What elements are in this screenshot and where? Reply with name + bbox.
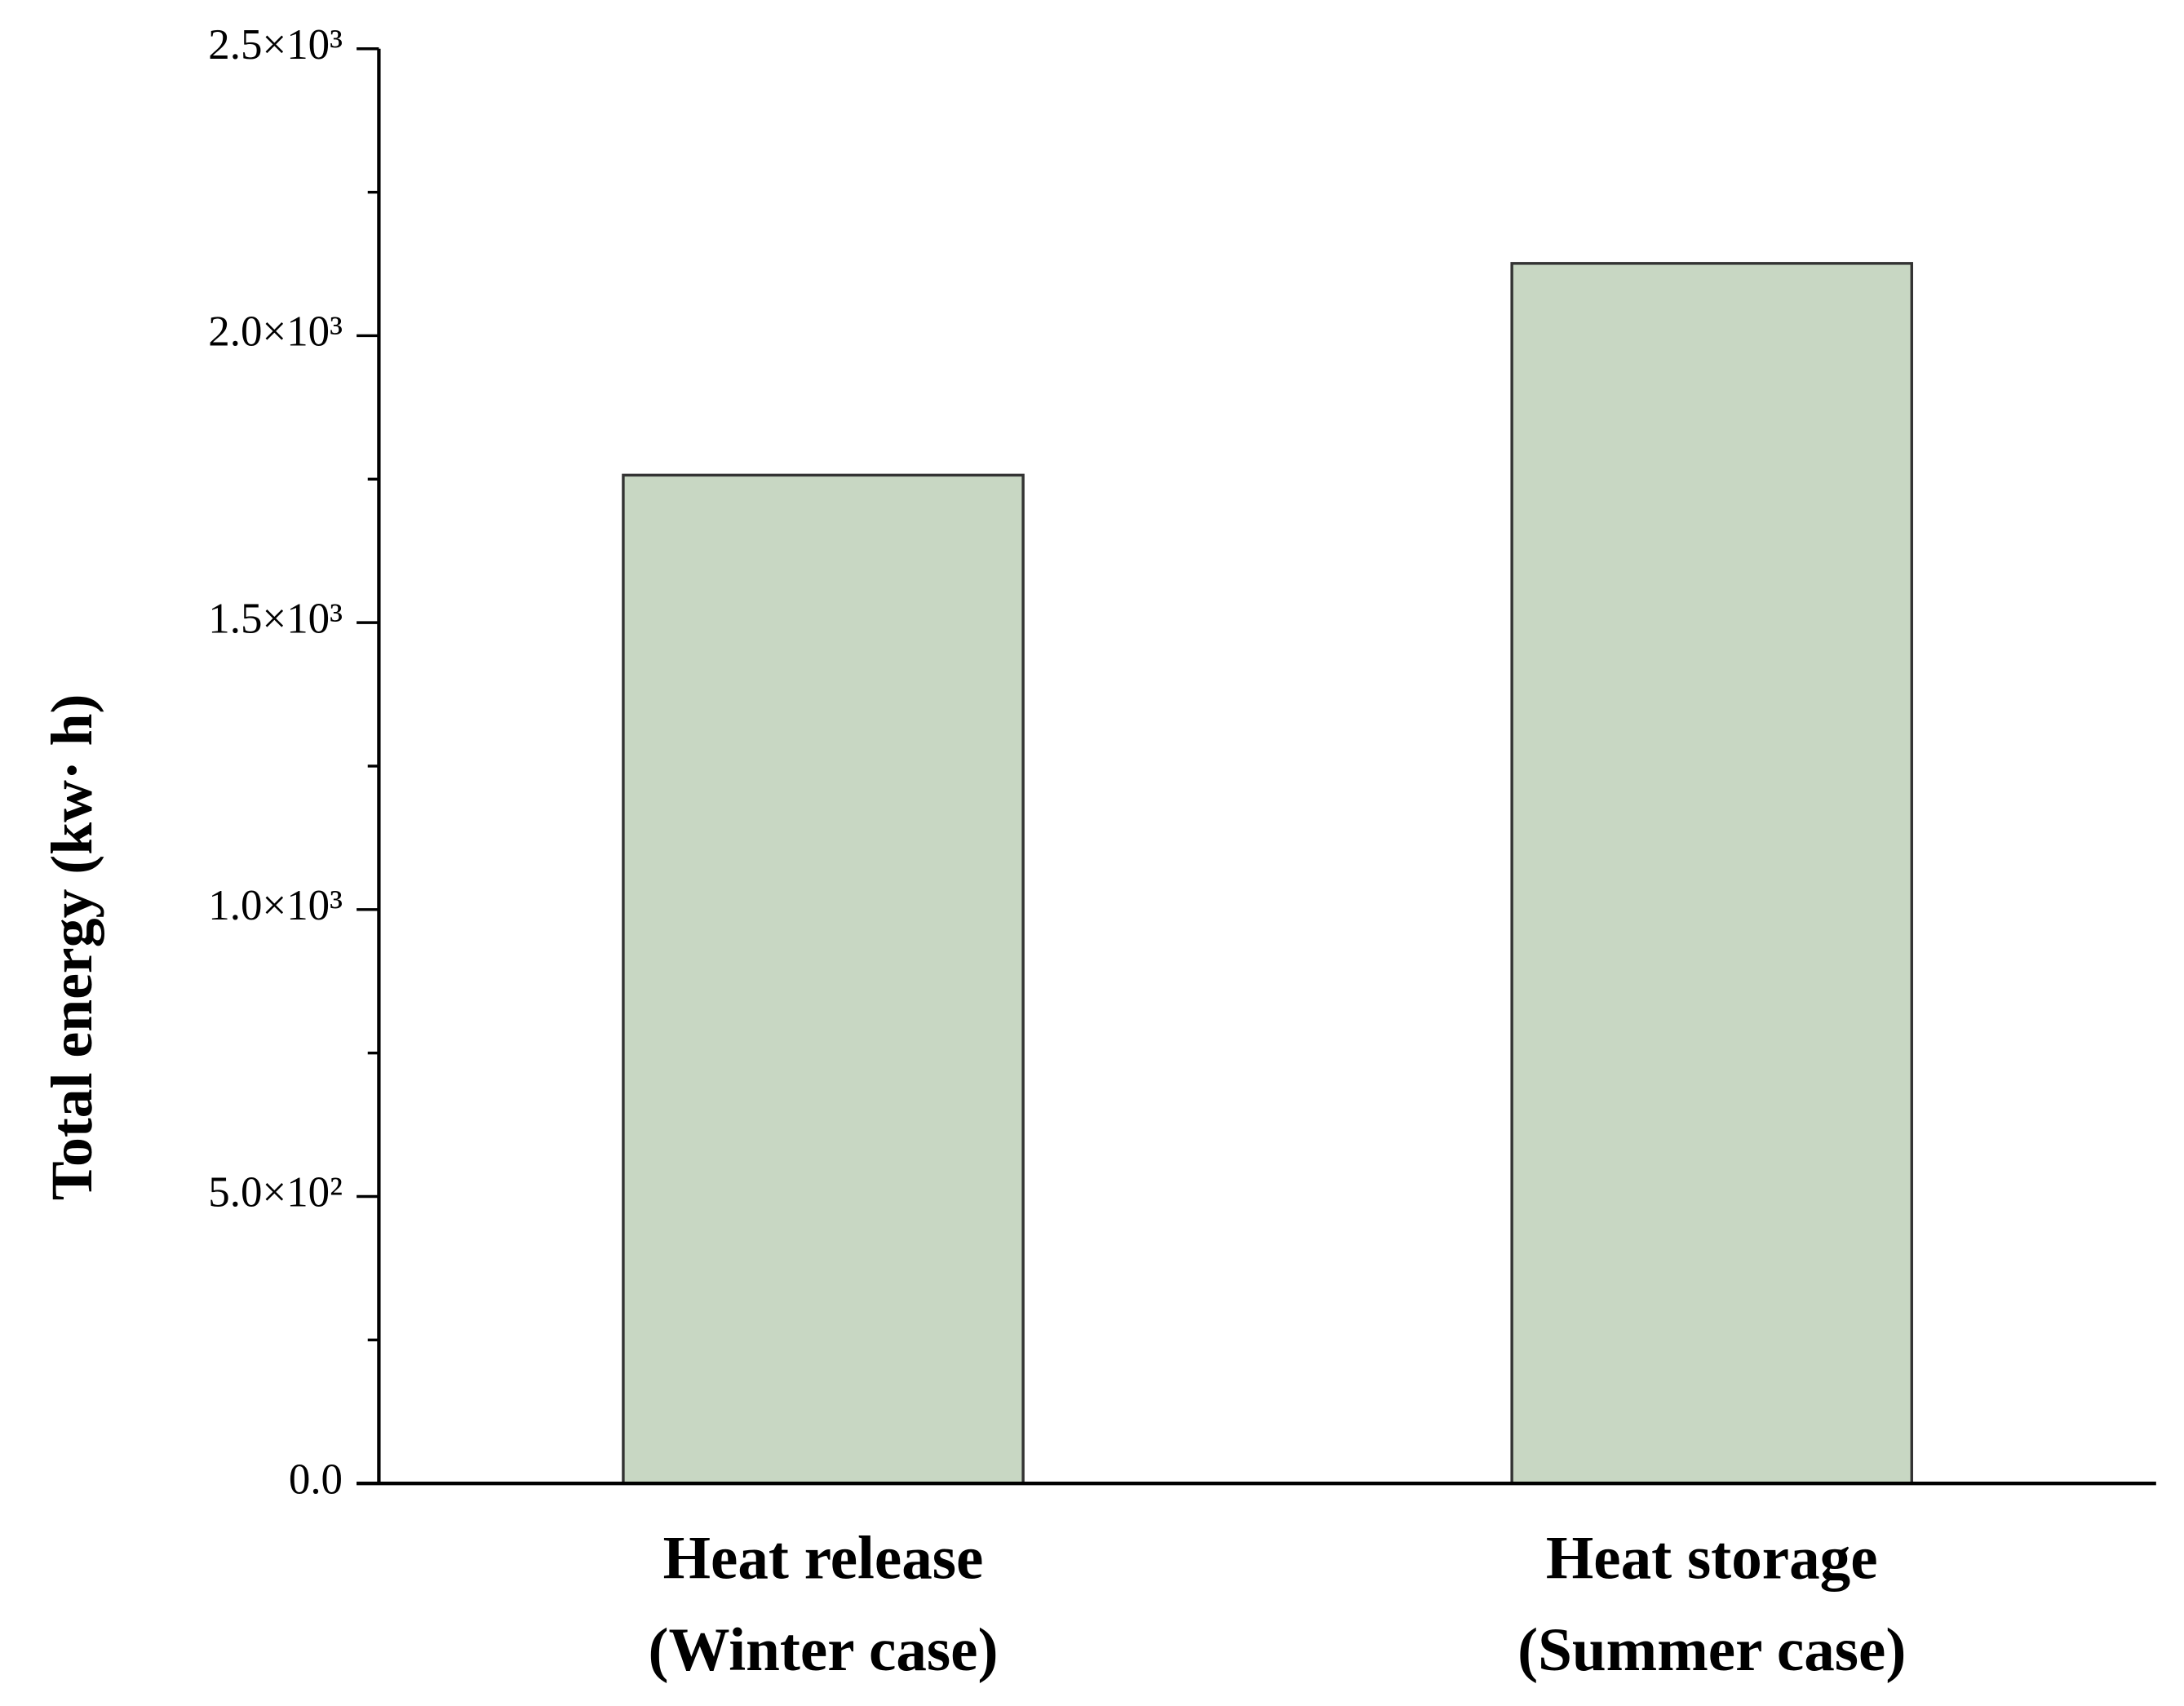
y-tick-label: 1.0×10³ <box>208 882 343 929</box>
x-tick-label: Heat release (Winter case) <box>649 1524 999 1684</box>
y-tick-label: 0.0 <box>289 1456 343 1503</box>
y-axis-label: Total energy (kw· h) <box>39 694 104 1201</box>
y-tick-label: 1.5×10³ <box>208 595 343 642</box>
y-tick-label: 2.0×10³ <box>208 308 343 356</box>
y-tick-label: 5.0×10² <box>208 1169 343 1216</box>
bar <box>622 473 1025 1485</box>
y-tick-label: 2.5×10³ <box>208 21 343 69</box>
x-tick-label: Heat storage (Summer case) <box>1517 1524 1906 1684</box>
bar <box>1510 262 1913 1485</box>
